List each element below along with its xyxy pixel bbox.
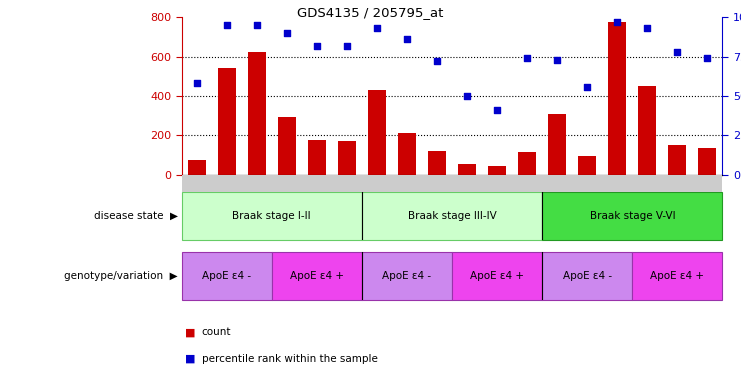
Bar bbox=[638, 86, 657, 175]
Point bbox=[642, 25, 654, 31]
Bar bbox=[182, 252, 272, 300]
Point bbox=[401, 36, 413, 42]
Point bbox=[190, 80, 202, 86]
Text: ■: ■ bbox=[185, 354, 196, 364]
Bar bbox=[218, 68, 236, 175]
Bar bbox=[488, 166, 506, 175]
Bar bbox=[338, 141, 356, 175]
Text: ApoE ε4 +: ApoE ε4 + bbox=[470, 270, 524, 281]
Text: ■: ■ bbox=[185, 327, 196, 337]
Bar bbox=[458, 164, 476, 175]
Bar bbox=[632, 252, 722, 300]
Point bbox=[582, 83, 594, 89]
Point bbox=[250, 22, 262, 28]
Text: ApoE ε4 +: ApoE ε4 + bbox=[290, 270, 344, 281]
Bar bbox=[398, 133, 416, 175]
Bar bbox=[452, 252, 542, 300]
Bar bbox=[428, 151, 446, 175]
Text: ApoE ε4 +: ApoE ε4 + bbox=[651, 270, 705, 281]
Point bbox=[311, 43, 323, 49]
Bar bbox=[699, 148, 717, 175]
Bar bbox=[362, 252, 452, 300]
Text: ApoE ε4 -: ApoE ε4 - bbox=[382, 270, 431, 281]
Bar bbox=[548, 114, 566, 175]
Bar bbox=[247, 52, 266, 175]
Text: GDS4135 / 205795_at: GDS4135 / 205795_at bbox=[297, 6, 444, 19]
Bar bbox=[542, 192, 722, 240]
Point bbox=[671, 49, 683, 55]
Point bbox=[371, 25, 383, 31]
Bar bbox=[362, 192, 542, 240]
Text: count: count bbox=[202, 327, 231, 337]
Point bbox=[221, 22, 233, 28]
Point bbox=[491, 107, 503, 113]
Text: ApoE ε4 -: ApoE ε4 - bbox=[202, 270, 251, 281]
Bar bbox=[518, 152, 536, 175]
Bar bbox=[542, 252, 632, 300]
Bar bbox=[187, 160, 205, 175]
Text: Braak stage III-IV: Braak stage III-IV bbox=[408, 211, 496, 221]
Point bbox=[341, 43, 353, 49]
Text: Braak stage I-II: Braak stage I-II bbox=[233, 211, 311, 221]
Text: percentile rank within the sample: percentile rank within the sample bbox=[202, 354, 377, 364]
Bar bbox=[278, 117, 296, 175]
Point bbox=[702, 55, 714, 61]
Bar bbox=[272, 252, 362, 300]
Point bbox=[431, 58, 443, 65]
Bar bbox=[182, 192, 362, 240]
Bar bbox=[308, 140, 326, 175]
Bar bbox=[608, 22, 626, 175]
Text: Braak stage V-VI: Braak stage V-VI bbox=[590, 211, 675, 221]
Point bbox=[551, 57, 563, 63]
Point bbox=[521, 55, 533, 61]
Text: genotype/variation  ▶: genotype/variation ▶ bbox=[64, 270, 178, 281]
Text: ApoE ε4 -: ApoE ε4 - bbox=[562, 270, 612, 281]
Point bbox=[461, 93, 473, 99]
Text: disease state  ▶: disease state ▶ bbox=[94, 211, 178, 221]
Point bbox=[281, 30, 293, 36]
Bar bbox=[578, 156, 597, 175]
Point bbox=[611, 19, 623, 25]
Bar bbox=[368, 90, 386, 175]
Bar bbox=[668, 145, 686, 175]
